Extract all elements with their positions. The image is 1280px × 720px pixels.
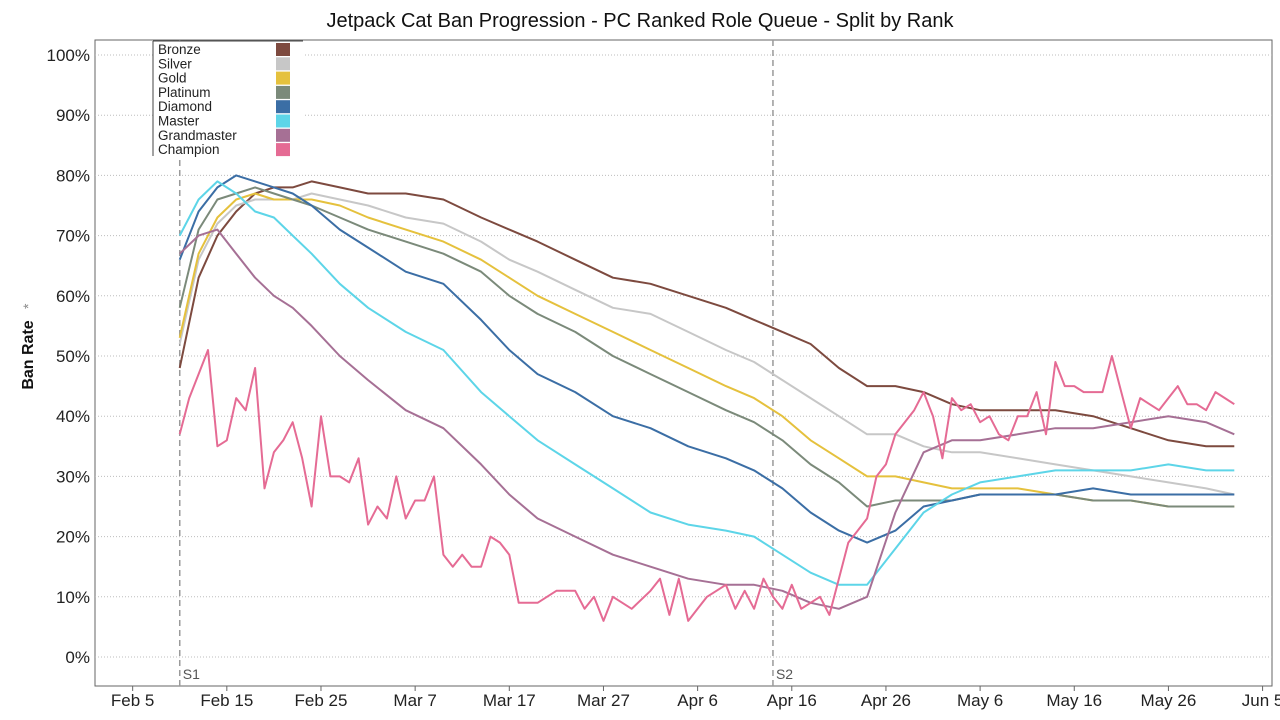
- y-tick-label: 0%: [65, 648, 90, 667]
- x-tick-label: Apr 16: [767, 691, 817, 710]
- legend-swatch: [276, 128, 290, 142]
- x-tick-label: Mar 27: [577, 691, 630, 710]
- legend-label: Champion: [158, 142, 220, 157]
- y-axis-label: Ban Rate: [20, 320, 37, 389]
- series-line-master: [178, 180, 1235, 586]
- legend-label: Master: [158, 114, 200, 129]
- series-line-gold: [178, 192, 1235, 508]
- y-axis-ticks: 0% 10% 20% 30% 40% 50% 60% 70% 80% 90% 100%: [47, 46, 90, 667]
- x-tick-label: May 26: [1141, 691, 1197, 710]
- y-tick-label: 50%: [56, 347, 90, 366]
- series-lines: [178, 174, 1235, 622]
- legend-label: Grandmaster: [158, 128, 237, 143]
- y-tick-label: 100%: [47, 46, 90, 65]
- legend-label: Diamond: [158, 99, 212, 114]
- y-tick-label: 30%: [56, 467, 90, 486]
- legend-swatch: [276, 71, 290, 85]
- x-tick-label: Feb 5: [111, 691, 154, 710]
- y-tick-label: 10%: [56, 588, 90, 607]
- legend: BronzeSilverGoldPlatinumDiamondMasterGra…: [152, 40, 303, 157]
- x-tick-label: May 6: [957, 691, 1003, 710]
- y-axis-label-marker: *: [20, 303, 36, 309]
- y-tick-label: 80%: [56, 166, 90, 185]
- x-tick-label: Apr 26: [861, 691, 911, 710]
- x-tick-label: Mar 17: [483, 691, 536, 710]
- y-tick-label: 60%: [56, 287, 90, 306]
- x-tick-label: Feb 25: [295, 691, 348, 710]
- y-tick-label: 70%: [56, 227, 90, 246]
- series-line-bronze: [178, 180, 1235, 448]
- legend-label: Silver: [158, 56, 192, 71]
- plot-frame: [94, 39, 1273, 687]
- series-line-silver: [178, 192, 1235, 496]
- legend-label: Platinum: [158, 85, 211, 100]
- series-line-champion: [178, 349, 1235, 622]
- x-tick-label: Feb 15: [200, 691, 253, 710]
- series-line-diamond: [178, 174, 1235, 544]
- y-tick-label: 90%: [56, 106, 90, 125]
- gridlines: [95, 54, 1272, 658]
- season-marker-label: S1: [183, 666, 200, 682]
- legend-label: Bronze: [158, 42, 201, 57]
- legend-swatch: [276, 43, 290, 56]
- x-tick-label: May 16: [1046, 691, 1102, 710]
- x-axis-ticks: Feb 5 Feb 15 Feb 25 Mar 7 Mar 17 Mar 27 Apr 6 A…: [111, 686, 1280, 710]
- x-tick-label: Jun 5: [1242, 691, 1280, 710]
- y-axis-title: Ban Rate *: [20, 303, 37, 390]
- x-tick-label: Apr 6: [677, 691, 718, 710]
- y-tick-label: 20%: [56, 528, 90, 547]
- y-tick-label: 40%: [56, 407, 90, 426]
- legend-swatch: [276, 143, 290, 157]
- series-line-grandmaster: [179, 228, 1235, 610]
- legend-swatch: [276, 85, 290, 99]
- legend-swatch: [276, 114, 290, 128]
- season-marker-label: S2: [776, 666, 793, 682]
- x-tick-label: Mar 7: [393, 691, 436, 710]
- legend-label: Gold: [158, 71, 187, 86]
- legend-swatch: [276, 57, 290, 71]
- chart-title: Jetpack Cat Ban Progression - PC Ranked …: [326, 10, 954, 32]
- legend-swatch: [276, 100, 290, 114]
